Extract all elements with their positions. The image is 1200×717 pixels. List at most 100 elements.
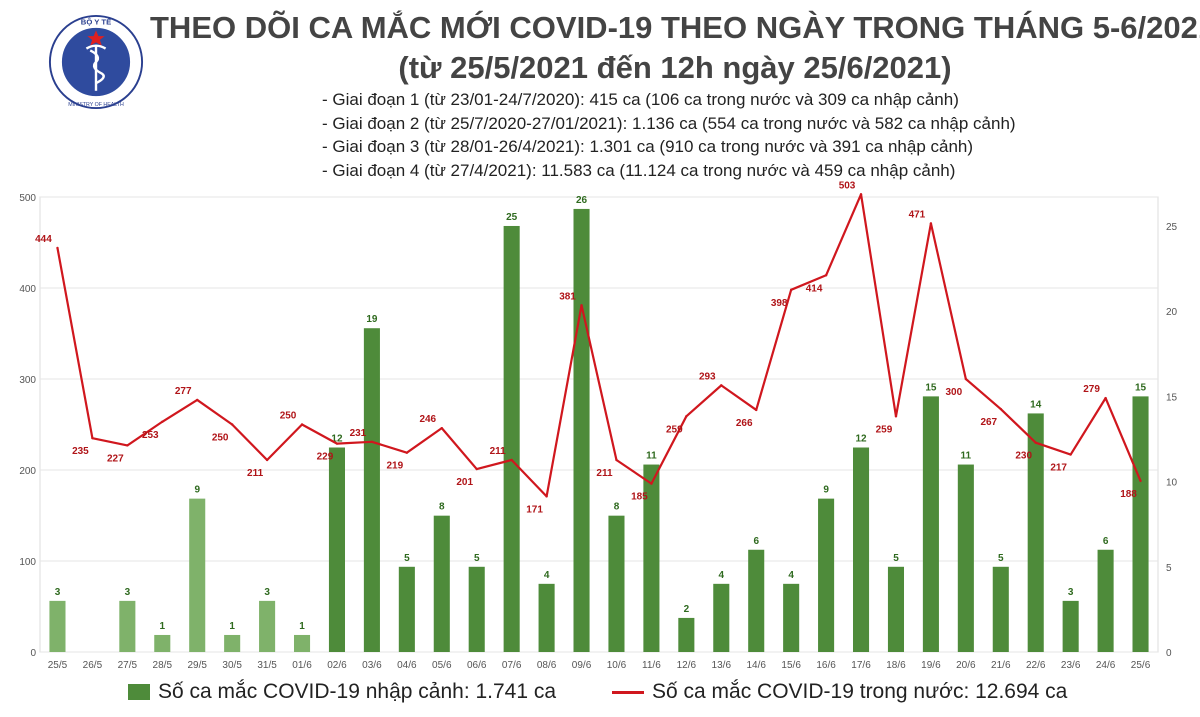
x-tick-label: 01/6 (292, 660, 312, 671)
y-right-tick-label: 5 (1166, 563, 1172, 574)
bar-value-label: 14 (1030, 399, 1042, 410)
x-tick-label: 19/6 (921, 660, 941, 671)
phase-line-1: - Giai đoạn 1 (từ 23/01-24/7/2020): 415 … (322, 90, 959, 109)
bar-value-label: 8 (614, 502, 620, 513)
bar (293, 634, 311, 652)
chart-subtitle: (từ 25/5/2021 đến 12h ngày 25/6/2021) (398, 50, 952, 85)
line-value-label: 201 (456, 477, 473, 488)
bar (1097, 549, 1114, 652)
legend-label-domestic: Số ca mắc COVID-19 trong nước: 12.694 ca (652, 680, 1068, 703)
legend-bar-swatch (128, 684, 150, 700)
y-left-tick-label: 400 (19, 284, 36, 295)
bar (259, 600, 276, 652)
y-right-tick-label: 15 (1166, 392, 1178, 403)
line-point (929, 222, 933, 225)
bar-value-label: 9 (194, 485, 200, 496)
line-point (1034, 441, 1037, 444)
bar-value-label: 3 (125, 587, 131, 598)
bar-value-label: 1 (160, 621, 166, 632)
bar (573, 208, 590, 652)
x-tick-label: 26/5 (83, 660, 103, 671)
bar-value-label: 4 (719, 570, 725, 581)
line-value-label: 211 (490, 446, 507, 457)
line-value-label: 185 (631, 492, 648, 503)
line-value-label: 250 (212, 433, 229, 444)
x-tick-label: 04/6 (397, 660, 417, 671)
line-point (161, 420, 164, 423)
bar-value-label: 19 (366, 314, 378, 325)
line-point (824, 274, 828, 277)
bar-value-label: 9 (823, 485, 829, 496)
y-left-tick-label: 500 (19, 193, 36, 204)
y-left-tick-label: 0 (30, 648, 36, 659)
x-tick-label: 17/6 (851, 660, 871, 671)
bar-value-label: 5 (474, 553, 480, 564)
bar (643, 464, 660, 652)
bar (678, 617, 695, 652)
legend-label-imported: Số ca mắc COVID-19 nhập cảnh: 1.741 ca (158, 680, 557, 703)
bar (433, 515, 450, 652)
line-point (859, 193, 863, 196)
bar (398, 566, 415, 652)
bar-value-label: 26 (576, 195, 588, 206)
y-right-tick-label: 20 (1166, 307, 1178, 318)
line-value-label: 188 (1120, 489, 1137, 500)
bar-value-label: 15 (925, 382, 937, 393)
line-point (650, 482, 653, 485)
y-left-tick-label: 300 (19, 375, 36, 386)
bar-value-label: 6 (1103, 536, 1109, 547)
x-tick-label: 24/6 (1096, 660, 1116, 671)
line-value-label: 259 (666, 424, 683, 435)
bar-value-label: 2 (684, 604, 690, 615)
y-left-tick-label: 100 (19, 557, 36, 568)
line-value-label: 444 (35, 234, 52, 245)
x-tick-label: 02/6 (327, 660, 347, 671)
ministry-of-health-logo: BỘ Y TẾ MINISTRY OF HEALTH (48, 14, 144, 110)
line-point (230, 423, 234, 426)
x-tick-label: 27/5 (118, 660, 138, 671)
x-tick-label: 21/6 (991, 660, 1011, 671)
x-tick-label: 22/6 (1026, 660, 1046, 671)
line-value-label: 381 (559, 291, 576, 302)
bar (713, 583, 730, 652)
line-point (126, 444, 129, 447)
line-value-label: 211 (596, 468, 613, 479)
line-point (91, 436, 94, 440)
line-value-label: 227 (107, 453, 124, 464)
logo-text-top: BỘ Y TẾ (81, 17, 111, 27)
line-point (894, 415, 898, 418)
line-point (56, 246, 59, 250)
x-tick-label: 30/5 (222, 660, 242, 671)
bar (328, 447, 346, 652)
line-point (300, 423, 304, 426)
line-value-label: 279 (1083, 384, 1100, 395)
bar-value-label: 4 (544, 570, 550, 581)
bar (748, 549, 765, 652)
phase-line-2: - Giai đoạn 2 (từ 25/7/2020-27/01/2021):… (322, 113, 1016, 133)
logo-text-bottom: MINISTRY OF HEALTH (68, 102, 124, 108)
bar (608, 515, 625, 652)
line-value-label: 246 (419, 414, 436, 425)
bar-value-label: 25 (506, 212, 518, 223)
x-tick-label: 05/6 (432, 660, 452, 671)
legend-line-swatch (612, 690, 644, 694)
x-tick-label: 29/5 (187, 660, 207, 671)
bar (1062, 600, 1079, 652)
line-value-label: 171 (526, 504, 543, 515)
bar (119, 600, 136, 652)
bar (783, 583, 800, 652)
bar-value-label: 12 (331, 434, 343, 445)
bar-value-label: 5 (998, 553, 1004, 564)
line-point (510, 458, 513, 462)
x-tick-label: 15/6 (781, 660, 801, 671)
phase-line-3: - Giai đoạn 3 (từ 28/01-26/4/2021): 1.30… (322, 137, 974, 156)
x-tick-label: 10/6 (607, 660, 627, 671)
line-value-label: 503 (839, 180, 856, 191)
line-value-label: 235 (72, 446, 89, 457)
line-point (1104, 396, 1107, 400)
line-point (1069, 453, 1072, 456)
bar-value-label: 11 (646, 451, 657, 462)
bar-value-label: 11 (961, 451, 972, 462)
line-value-label: 250 (280, 411, 297, 422)
